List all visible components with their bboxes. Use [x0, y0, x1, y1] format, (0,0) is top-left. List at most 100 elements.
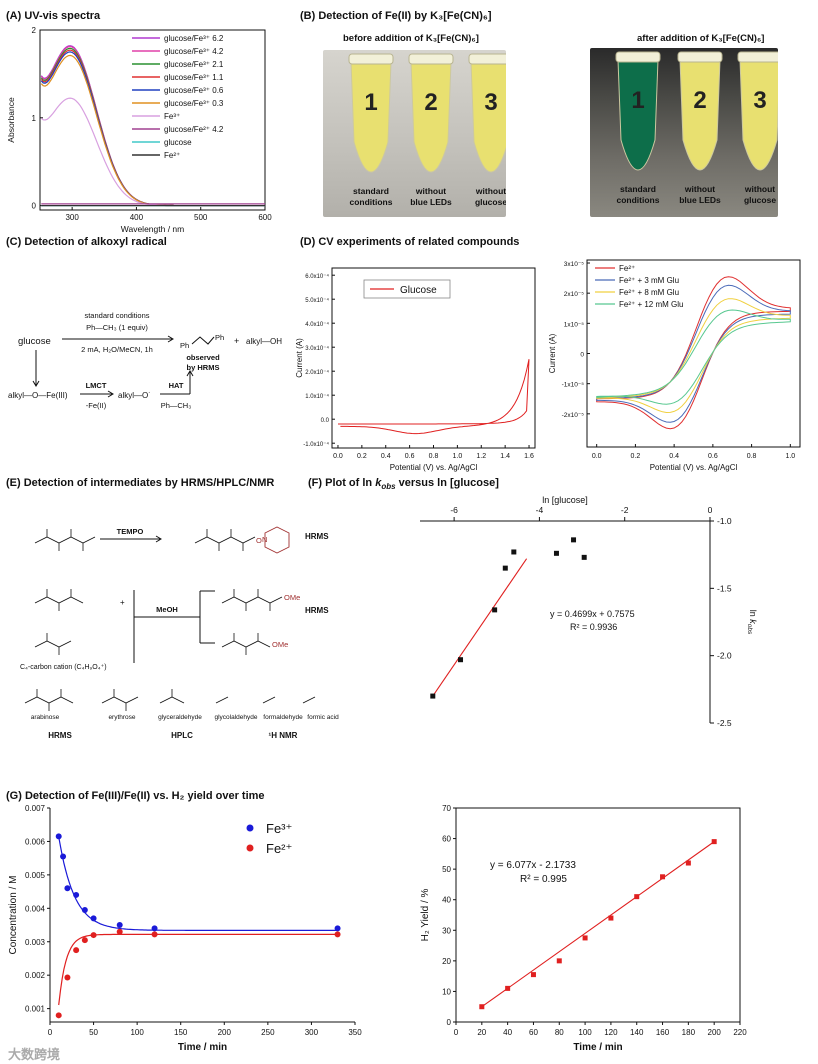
- data-point-3: [556, 958, 562, 964]
- tube-label-1-0: without: [684, 184, 715, 194]
- method-hrms: HRMS: [48, 731, 72, 740]
- series-line-3: [40, 49, 265, 207]
- y-tick-label-3: 1x10⁻⁵: [564, 321, 585, 328]
- fit-r2: R² = 0.995: [520, 874, 567, 885]
- legend-marker-0: [246, 824, 254, 832]
- alkyl-fe-complex: alkyl—O—Fe(III): [8, 391, 68, 400]
- tempo-arrow-head: [155, 535, 162, 543]
- tube-2: [470, 61, 506, 173]
- fit-line: [481, 841, 715, 1008]
- ph-left: Ph: [180, 341, 189, 350]
- alkoxyl-radical-scheme: glucose standard conditions Ph—CH₃ (1 equi…: [8, 311, 282, 410]
- data-point-0-4: [81, 906, 88, 913]
- x-tick-label-1: 50: [89, 1028, 98, 1037]
- data-point-1-5: [116, 928, 123, 935]
- y-tick-label-0: 0: [447, 1018, 452, 1027]
- y-tick-label-4: 2x10⁻⁵: [564, 291, 585, 298]
- cv-glucose-chart: 0.0 0.2 0.4 0.6 0.8 1.0 1.2 1.4 1.6 -1.0x10⁻⁴ 0.0 1…: [295, 267, 536, 472]
- y-tick-label-0: 0.001: [25, 1005, 46, 1014]
- data-point-0: [479, 1004, 485, 1010]
- data-point-1: [458, 657, 464, 663]
- y-tick-label-0: -2x10⁻⁵: [562, 412, 585, 419]
- series-line-5: [40, 54, 265, 207]
- tube-label-0-0: standard: [353, 186, 389, 196]
- x-tick-label-7: 350: [348, 1028, 362, 1037]
- legend-label-3: glucose/Fe³⁺ 1.1: [164, 73, 224, 82]
- x-tick-label-0: 300: [65, 213, 79, 222]
- x-tick-label-4: 200: [218, 1028, 232, 1037]
- tube-number-2: 3: [753, 87, 766, 114]
- mix-plus: +: [120, 598, 125, 607]
- x-tick-label-1: 400: [130, 213, 144, 222]
- conditions-2: Ph—CH₃ (1 equiv): [86, 323, 148, 332]
- y-tick-label-6: 60: [442, 835, 451, 844]
- observed-label: observed: [186, 353, 220, 362]
- data-point-1-7: [334, 931, 341, 938]
- small-molecule-3: [215, 696, 229, 704]
- x-tick-label-0: 0: [48, 1028, 53, 1037]
- tube-label-0-1: conditions: [350, 197, 393, 207]
- x-tick-label-3: 0.6: [405, 453, 415, 460]
- tempo-ring: [264, 526, 290, 554]
- x-tick-label-11: 220: [733, 1028, 747, 1037]
- conditions-1: standard conditions: [84, 311, 149, 320]
- y-tick-label-2: 1.0x10⁻⁴: [305, 393, 329, 400]
- x-tick-label-2: 0.4: [381, 453, 391, 460]
- lmct-arrow-head: [107, 390, 114, 398]
- y-tick-label-0: 0: [32, 202, 37, 211]
- x-tick-label-1: 0.2: [631, 453, 641, 460]
- y-tick-label-3: 0.004: [25, 904, 46, 913]
- data-point-5: [553, 550, 559, 556]
- y-tick-label-1: 0.002: [25, 971, 46, 980]
- chain-ome-1: [221, 596, 283, 604]
- x-tick-label-7: 140: [630, 1028, 644, 1037]
- y-tick-label-2: 2: [32, 26, 37, 35]
- panel-f-title-prefix: (F) Plot of ln: [308, 477, 376, 489]
- fit-line: [432, 558, 528, 697]
- data-point-3: [502, 565, 508, 571]
- bibenzyl-bond: [191, 336, 215, 345]
- tube-cap-2: [468, 53, 506, 65]
- tube-number-1: 2: [424, 89, 437, 116]
- x-tick-label-9: 180: [682, 1028, 696, 1037]
- y-tick-label-4: 0.005: [25, 871, 46, 880]
- data-point-4: [511, 549, 517, 555]
- y-tick-label-2: 0: [580, 352, 584, 359]
- x-tick-label-6: 120: [604, 1028, 618, 1037]
- legend-label-6: Fe³⁺: [164, 112, 180, 121]
- x-axis-label: Wavelength / nm: [121, 224, 184, 234]
- molecule-name-5: formic acid: [307, 714, 339, 721]
- y-axis-label: Current (A): [295, 338, 304, 378]
- x-tick-label-3: 600: [258, 213, 272, 222]
- x-tick-label-2: 40: [503, 1028, 512, 1037]
- x-tick-label-5: 100: [578, 1028, 592, 1037]
- data-point-1-1: [64, 974, 71, 981]
- hat-arrow-head: [186, 370, 194, 377]
- panel-g-title: (G) Detection of Fe(III)/Fe(II) vs. H₂ y…: [6, 790, 265, 802]
- x-tick-label-4: 80: [555, 1028, 564, 1037]
- y-tick-label-2: 0.003: [25, 938, 46, 947]
- x-tick-label-3: 0: [708, 505, 713, 515]
- tube-cap-1: [677, 51, 723, 63]
- cv-fe-chart: 0.0 0.2 0.4 0.6 0.8 1.0 -2x10⁻⁵ -1x10⁻⁵ 0 1x10⁻⁵ 2…: [548, 259, 801, 472]
- x-tick-label-3: 60: [529, 1028, 538, 1037]
- panel-a-title: (A) UV-vis spectra: [6, 10, 101, 22]
- x-tick-label-1: 0.2: [357, 453, 367, 460]
- data-point-0-0: [55, 833, 62, 840]
- x-tick-label-2: -2: [621, 505, 629, 515]
- legend-marker-1: [246, 844, 254, 852]
- tube-number-1: 2: [693, 87, 706, 114]
- alkyl-oh-label: alkyl—OH: [246, 337, 282, 346]
- data-point-1-3: [81, 937, 88, 944]
- x-axis-label: Time / min: [573, 1042, 622, 1053]
- y-axis-label: Current (A): [548, 333, 557, 373]
- y-axis-label: H₂ Yield / %: [420, 888, 431, 941]
- data-point-1-0: [55, 1012, 62, 1019]
- y-tick-label-0: -1.0x10⁻⁴: [303, 441, 329, 448]
- y-tick-label-2: 20: [442, 957, 451, 966]
- x-tick-label-3: 150: [174, 1028, 188, 1037]
- x-tick-label-10: 200: [708, 1028, 722, 1037]
- tube-number-0: 1: [631, 87, 644, 114]
- photo-after-caption: after addition of K₃[Fe(CN)₆]: [637, 33, 765, 44]
